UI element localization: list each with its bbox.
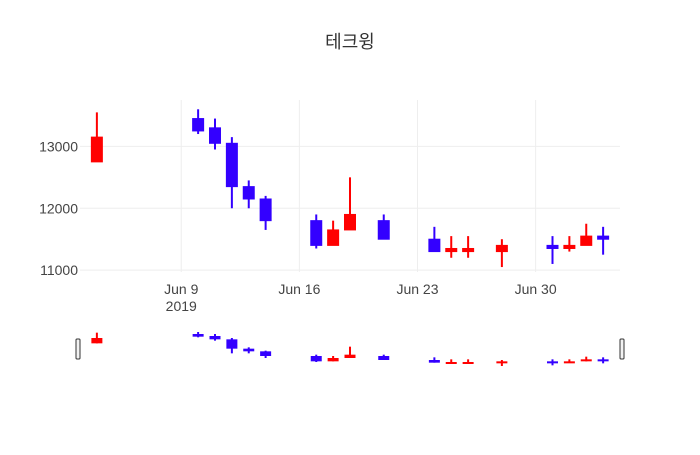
x-tick-label: Jun 23 xyxy=(396,281,438,297)
slider-candle-body xyxy=(192,334,204,337)
candle-decreasing xyxy=(310,214,323,249)
slider-candle xyxy=(547,359,558,366)
candle-decreasing xyxy=(192,109,205,135)
slider-candle-body xyxy=(445,362,457,364)
candle-decreasing xyxy=(428,226,441,253)
candle-decreasing xyxy=(546,236,559,264)
gridlines xyxy=(80,100,620,272)
slider-candle-body xyxy=(226,339,238,349)
slider-candle-body xyxy=(563,361,575,364)
candle-body xyxy=(445,247,458,253)
candle-body xyxy=(242,186,255,200)
candle-body xyxy=(495,244,508,253)
candle-body xyxy=(310,220,323,246)
slider-candle xyxy=(327,356,339,362)
slider-candle xyxy=(462,359,474,364)
candle-increasing xyxy=(344,177,356,231)
slider-candle-body xyxy=(580,359,592,362)
candle-decreasing xyxy=(597,226,610,255)
x-year-label: 2019 xyxy=(166,298,197,314)
slider-candle-body xyxy=(462,362,474,364)
slider-candle-body xyxy=(496,361,508,364)
candle-body xyxy=(428,238,441,253)
chart-title: 테크윙 xyxy=(325,32,375,53)
candle-increasing xyxy=(327,220,340,246)
x-tick-label: Jun 30 xyxy=(515,281,557,297)
slider-candle xyxy=(209,334,221,341)
slider-candle-body xyxy=(327,358,339,362)
y-tick-label: 13000 xyxy=(39,138,78,154)
candle-increasing xyxy=(495,239,508,268)
candle-decreasing xyxy=(259,195,272,230)
slider-candle xyxy=(243,347,255,354)
slider-handle-right[interactable] xyxy=(619,338,625,360)
slider-candle xyxy=(580,356,592,362)
candle-body xyxy=(563,244,576,249)
candle-decreasing xyxy=(209,118,221,150)
x-tick-label: Jun 16 xyxy=(278,281,320,297)
slider-candle-body xyxy=(243,348,255,352)
candle-body xyxy=(546,244,559,249)
candle-decreasing xyxy=(377,214,390,240)
candle-body xyxy=(90,136,103,163)
slider-candle-body xyxy=(344,354,356,358)
slider-candle xyxy=(310,354,322,362)
slider-candle xyxy=(226,338,238,354)
slider-candle-body xyxy=(428,360,440,363)
candle-body xyxy=(327,229,340,246)
candle-increasing xyxy=(563,236,576,252)
slider-candle xyxy=(192,332,204,338)
slider-handle-left[interactable] xyxy=(75,338,81,360)
x-tick-label: Jun 9 xyxy=(164,281,198,297)
slider-candle xyxy=(260,350,272,358)
candles[interactable] xyxy=(90,109,610,268)
candle-increasing xyxy=(580,223,593,246)
candle-body xyxy=(377,220,390,240)
candle-increasing xyxy=(445,236,458,258)
slider-candle xyxy=(445,359,457,364)
slider-candle xyxy=(91,332,103,344)
slider-candle-body xyxy=(597,359,609,362)
candle-body xyxy=(259,198,272,222)
candle-body xyxy=(192,118,205,132)
slider-candle xyxy=(344,346,356,358)
slider-candle xyxy=(428,357,440,363)
slider-candle xyxy=(378,354,390,360)
slider-candle-body xyxy=(91,338,103,344)
slider-candle-body xyxy=(260,351,272,356)
candle-increasing xyxy=(90,112,103,163)
y-tick-label: 11000 xyxy=(40,262,78,278)
candle-body xyxy=(344,213,356,231)
range-slider[interactable] xyxy=(75,332,625,366)
candle-decreasing xyxy=(225,137,238,209)
y-tick-label: 12000 xyxy=(39,200,78,216)
axis-labels: 2019 11000 12000 13000 Jun 9 Jun 16 Jun 23 Jun… xyxy=(39,138,557,314)
slider-candle-body xyxy=(378,356,390,360)
slider-candle xyxy=(597,357,609,364)
candle-body xyxy=(597,235,610,240)
slider-candle xyxy=(496,360,508,366)
candle-body xyxy=(580,235,593,246)
slider-candle-body xyxy=(310,356,322,362)
candle-body xyxy=(209,127,221,144)
slider-candle-body xyxy=(547,361,558,364)
candle-body xyxy=(225,142,238,188)
candle-decreasing xyxy=(242,180,255,209)
slider-candle xyxy=(563,359,575,364)
candle-increasing xyxy=(462,236,475,258)
candle-body xyxy=(462,247,475,253)
slider-candle-body xyxy=(209,336,221,340)
